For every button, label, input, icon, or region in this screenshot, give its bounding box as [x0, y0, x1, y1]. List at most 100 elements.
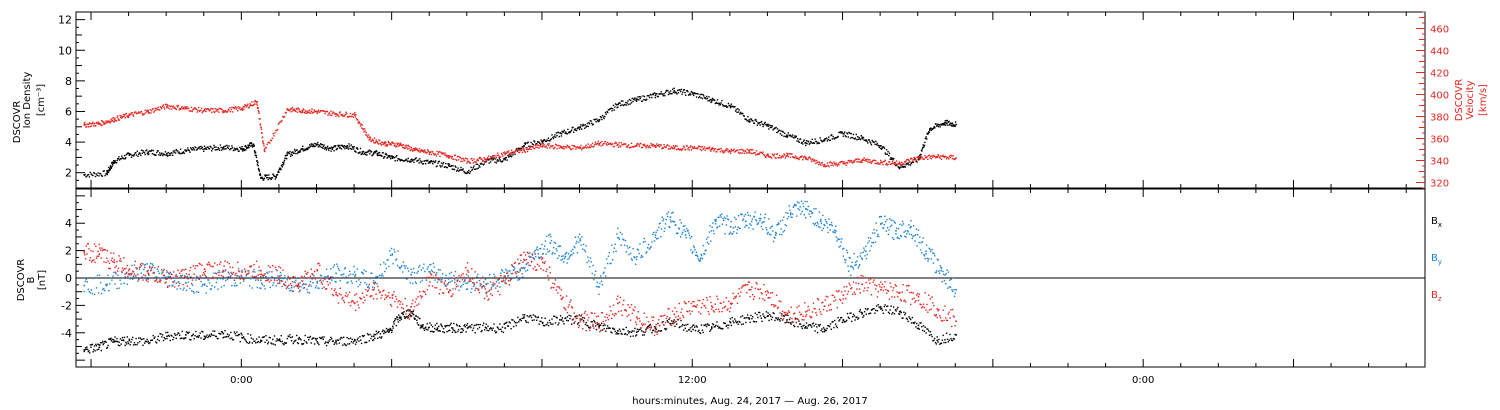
bx-point [858, 310, 861, 313]
by-point [122, 277, 124, 279]
bx-point [353, 340, 355, 342]
bx-point [294, 340, 296, 342]
density-point [306, 148, 308, 151]
bx-point [303, 339, 306, 342]
bx-point [461, 331, 463, 333]
velocity-point [738, 152, 740, 155]
by-point [463, 281, 465, 283]
velocity-point [438, 151, 440, 153]
velocity-point [477, 160, 479, 162]
bx-point [190, 339, 192, 341]
by-point [178, 281, 180, 283]
bx-point [632, 335, 634, 337]
bx-point-anchor [451, 327, 454, 329]
velocity-point [361, 127, 363, 129]
bx-point [923, 330, 926, 332]
density-point [906, 163, 909, 165]
density-point [586, 125, 588, 127]
density-point [469, 172, 471, 175]
bx-point [613, 328, 616, 330]
bx-point [653, 326, 656, 328]
density-point [556, 134, 558, 137]
velocity-point [810, 160, 813, 163]
bx-point [412, 313, 414, 315]
bx-point [853, 315, 856, 317]
by-point [89, 292, 92, 294]
bx-point [720, 327, 722, 330]
density-point [489, 158, 491, 161]
bx-point [183, 338, 185, 340]
velocity-point [719, 148, 721, 150]
bx-point-anchor [560, 319, 563, 321]
velocity-point-anchor [354, 114, 356, 116]
bx-point [559, 315, 562, 317]
bx-point [736, 321, 739, 323]
by-point [394, 251, 396, 253]
density-point [540, 139, 542, 141]
velocity-point [669, 148, 671, 150]
by-point [476, 276, 478, 278]
density-point [328, 149, 330, 152]
velocity-point [708, 148, 710, 150]
velocity-point [541, 143, 543, 145]
by-point [405, 265, 407, 267]
velocity-point [313, 109, 315, 111]
density-point [641, 100, 644, 102]
density-point [320, 143, 322, 146]
velocity-point [841, 160, 844, 163]
velocity-point [888, 161, 891, 163]
bx-point [891, 313, 893, 315]
velocity-point [226, 111, 228, 113]
density-point [892, 159, 894, 161]
velocity-point [713, 150, 715, 152]
by-point [409, 282, 411, 284]
velocity-point [253, 101, 255, 103]
by-point [197, 291, 200, 293]
by-point [117, 274, 119, 276]
bx-point [887, 305, 889, 307]
bx-point [705, 325, 708, 328]
bx-point [386, 330, 388, 332]
velocity-point [193, 107, 195, 110]
by-point [479, 285, 481, 287]
by-point [152, 264, 154, 267]
density-point [278, 171, 280, 173]
bx-point [836, 326, 838, 329]
density-point [296, 149, 298, 151]
density-point [839, 131, 842, 133]
density-point [885, 153, 887, 155]
bx-point-anchor [504, 327, 506, 329]
density-point [415, 157, 417, 159]
velocity-point [598, 144, 600, 146]
by-point [87, 288, 89, 291]
bx-point [255, 338, 258, 340]
by-point [647, 247, 649, 249]
density-point-anchor [692, 93, 694, 95]
by-point [652, 233, 654, 236]
by-point [787, 212, 789, 214]
by-point [582, 243, 585, 246]
by-point [145, 278, 148, 280]
bx-point [682, 329, 685, 331]
density-point [520, 147, 522, 149]
velocity-point [180, 107, 182, 109]
velocity-point [292, 110, 294, 112]
velocity-point [208, 108, 210, 111]
density-point [713, 98, 715, 101]
by-point [333, 264, 335, 266]
velocity-point [117, 118, 119, 120]
by-point [273, 278, 276, 280]
density-point [950, 122, 952, 124]
velocity-point [216, 110, 219, 112]
bx-point [590, 321, 592, 323]
bx-point [630, 331, 633, 333]
bx-point [349, 337, 352, 339]
density-point [255, 156, 258, 159]
by-point [612, 251, 615, 253]
velocity-point [432, 152, 435, 155]
by-point [669, 219, 672, 221]
by-point [150, 262, 152, 265]
density-point [436, 165, 438, 167]
bx-point [580, 315, 582, 317]
velocity-point [703, 146, 706, 148]
